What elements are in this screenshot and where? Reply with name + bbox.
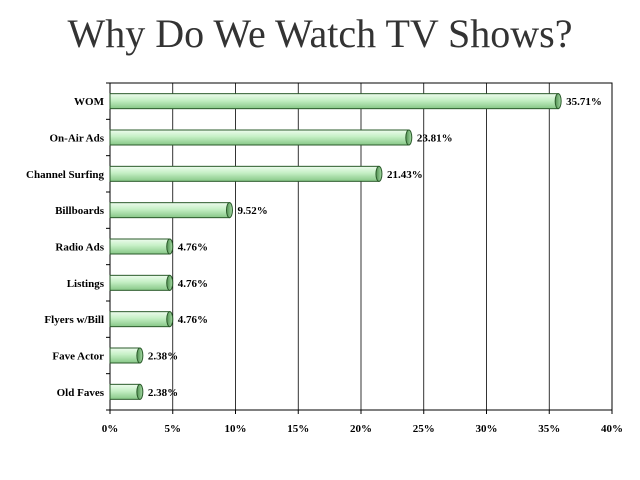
category-label: Fave Actor — [52, 351, 104, 363]
bar-cap — [166, 274, 174, 291]
x-tick-label: 5% — [165, 423, 182, 435]
x-tick-label: 35% — [538, 423, 560, 435]
category-label: WOM — [74, 96, 105, 108]
data-label: 4.76% — [178, 278, 208, 290]
bar — [109, 129, 410, 146]
x-tick-label: 10% — [225, 423, 247, 435]
x-tick-label: 25% — [413, 423, 435, 435]
data-label: 4.76% — [178, 242, 208, 254]
data-label: 2.38% — [148, 387, 178, 399]
bar-cap — [554, 93, 562, 110]
category-label: Radio Ads — [55, 242, 104, 254]
data-label: 2.38% — [148, 351, 178, 363]
bar-cap — [405, 129, 413, 146]
chart-title: Why Do We Watch TV Shows? — [67, 11, 573, 56]
category-label: Flyers w/Bill — [44, 314, 104, 326]
data-label: 35.71% — [566, 96, 602, 108]
bar-cap — [375, 165, 383, 182]
bar-cap — [166, 238, 174, 255]
x-tick-label: 40% — [601, 423, 623, 435]
bar-cap — [136, 383, 144, 400]
data-label: 9.52% — [237, 205, 267, 217]
bar-cap — [166, 311, 174, 328]
bar — [109, 165, 380, 182]
category-label: Old Faves — [57, 387, 105, 399]
x-tick-label: 0% — [102, 423, 119, 435]
data-label: 21.43% — [387, 169, 423, 181]
bar — [109, 383, 141, 400]
x-tick-label: 15% — [287, 423, 309, 435]
bar — [109, 347, 141, 364]
category-label: On-Air Ads — [49, 133, 104, 145]
data-label: 4.76% — [178, 314, 208, 326]
category-label: Listings — [67, 278, 105, 290]
bar — [109, 274, 171, 291]
x-tick-label: 30% — [476, 423, 498, 435]
data-label: 23.81% — [417, 133, 453, 145]
bar — [109, 238, 171, 255]
bar — [109, 202, 230, 219]
bar-cap — [136, 347, 144, 364]
x-tick-label: 20% — [350, 423, 372, 435]
bar — [109, 311, 171, 328]
bar — [109, 93, 559, 110]
category-label: Channel Surfing — [26, 169, 104, 181]
category-label: Billboards — [55, 205, 105, 217]
bar-cap — [225, 202, 233, 219]
